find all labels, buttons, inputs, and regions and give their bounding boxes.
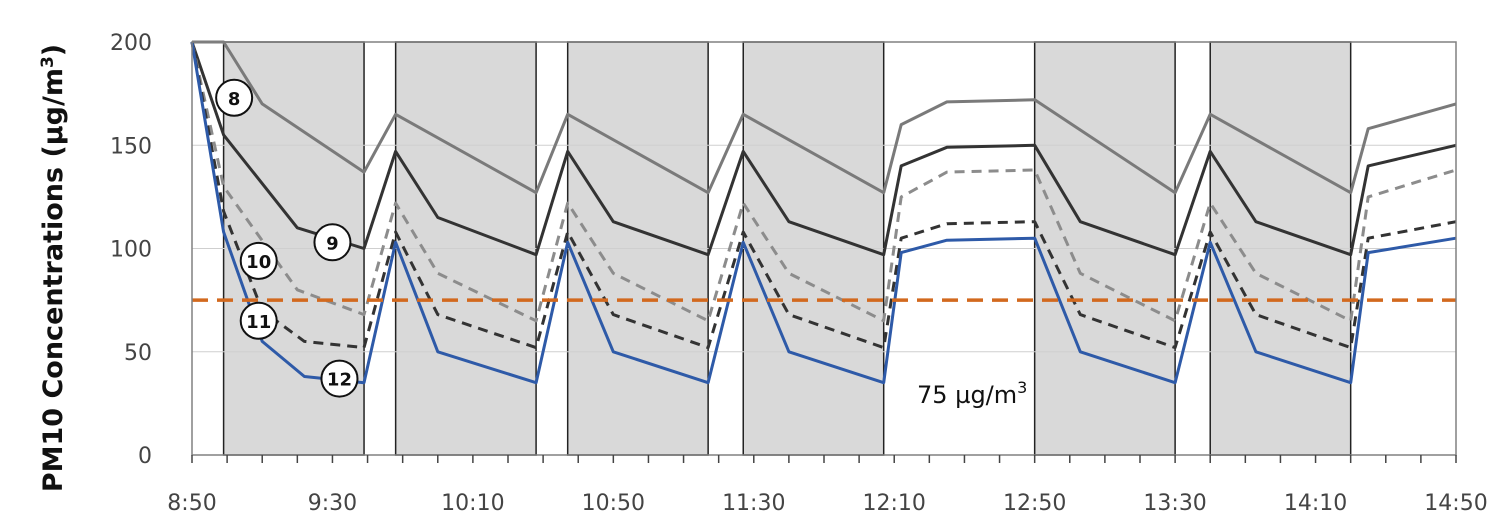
y-tick-label-200: 200 bbox=[110, 31, 152, 56]
series-label-9: 9 bbox=[326, 233, 339, 254]
series-label-circle-12 bbox=[320, 359, 359, 398]
x-tick-label-10:10: 10:10 bbox=[441, 491, 504, 516]
series-line-9 bbox=[190, 41, 1457, 257]
series-label-10: 10 bbox=[246, 252, 271, 273]
series-label-circle-8 bbox=[215, 78, 254, 117]
y-tick-label-0: 0 bbox=[138, 444, 152, 469]
series-label-circle-11 bbox=[239, 301, 278, 340]
series-label-8: 8 bbox=[228, 89, 241, 110]
x-tick-label-12:10: 12:10 bbox=[863, 491, 926, 516]
series-label-circle-9 bbox=[313, 223, 352, 262]
x-tick-label-8:50: 8:50 bbox=[167, 491, 216, 516]
series-label-layer: 8 9 10 11 12 bbox=[215, 78, 359, 398]
series-line-10 bbox=[190, 41, 1457, 323]
x-tick-label-14:50: 14:50 bbox=[1424, 491, 1487, 516]
x-tick-label-9:30: 9:30 bbox=[308, 491, 357, 516]
x-tick-label-13:30: 13:30 bbox=[1143, 491, 1206, 516]
series-label-12: 12 bbox=[327, 370, 352, 391]
x-tick-label-10:50: 10:50 bbox=[582, 491, 645, 516]
series-line-8 bbox=[192, 40, 1457, 195]
axes-layer: 0 50 100 150 200 8:50 9:30 10:10 10:50 11:30 12:10… bbox=[110, 31, 1488, 516]
series-line-11 bbox=[190, 41, 1457, 350]
series-label-11: 11 bbox=[246, 312, 271, 333]
y-tick-label-150: 150 bbox=[110, 134, 152, 159]
series-label-circle-10 bbox=[239, 241, 278, 280]
y-axis-title: PM10 Concentrations (µg/m3) bbox=[38, 44, 69, 492]
threshold-label: 75 µg/m3 bbox=[917, 378, 1027, 409]
x-tick-label-12:50: 12:50 bbox=[1003, 491, 1066, 516]
y-tick-label-50: 50 bbox=[124, 341, 152, 366]
y-tick-label-100: 100 bbox=[110, 238, 152, 263]
x-tick-label-11:30: 11:30 bbox=[722, 491, 785, 516]
x-tick-label-14:10: 14:10 bbox=[1284, 491, 1347, 516]
